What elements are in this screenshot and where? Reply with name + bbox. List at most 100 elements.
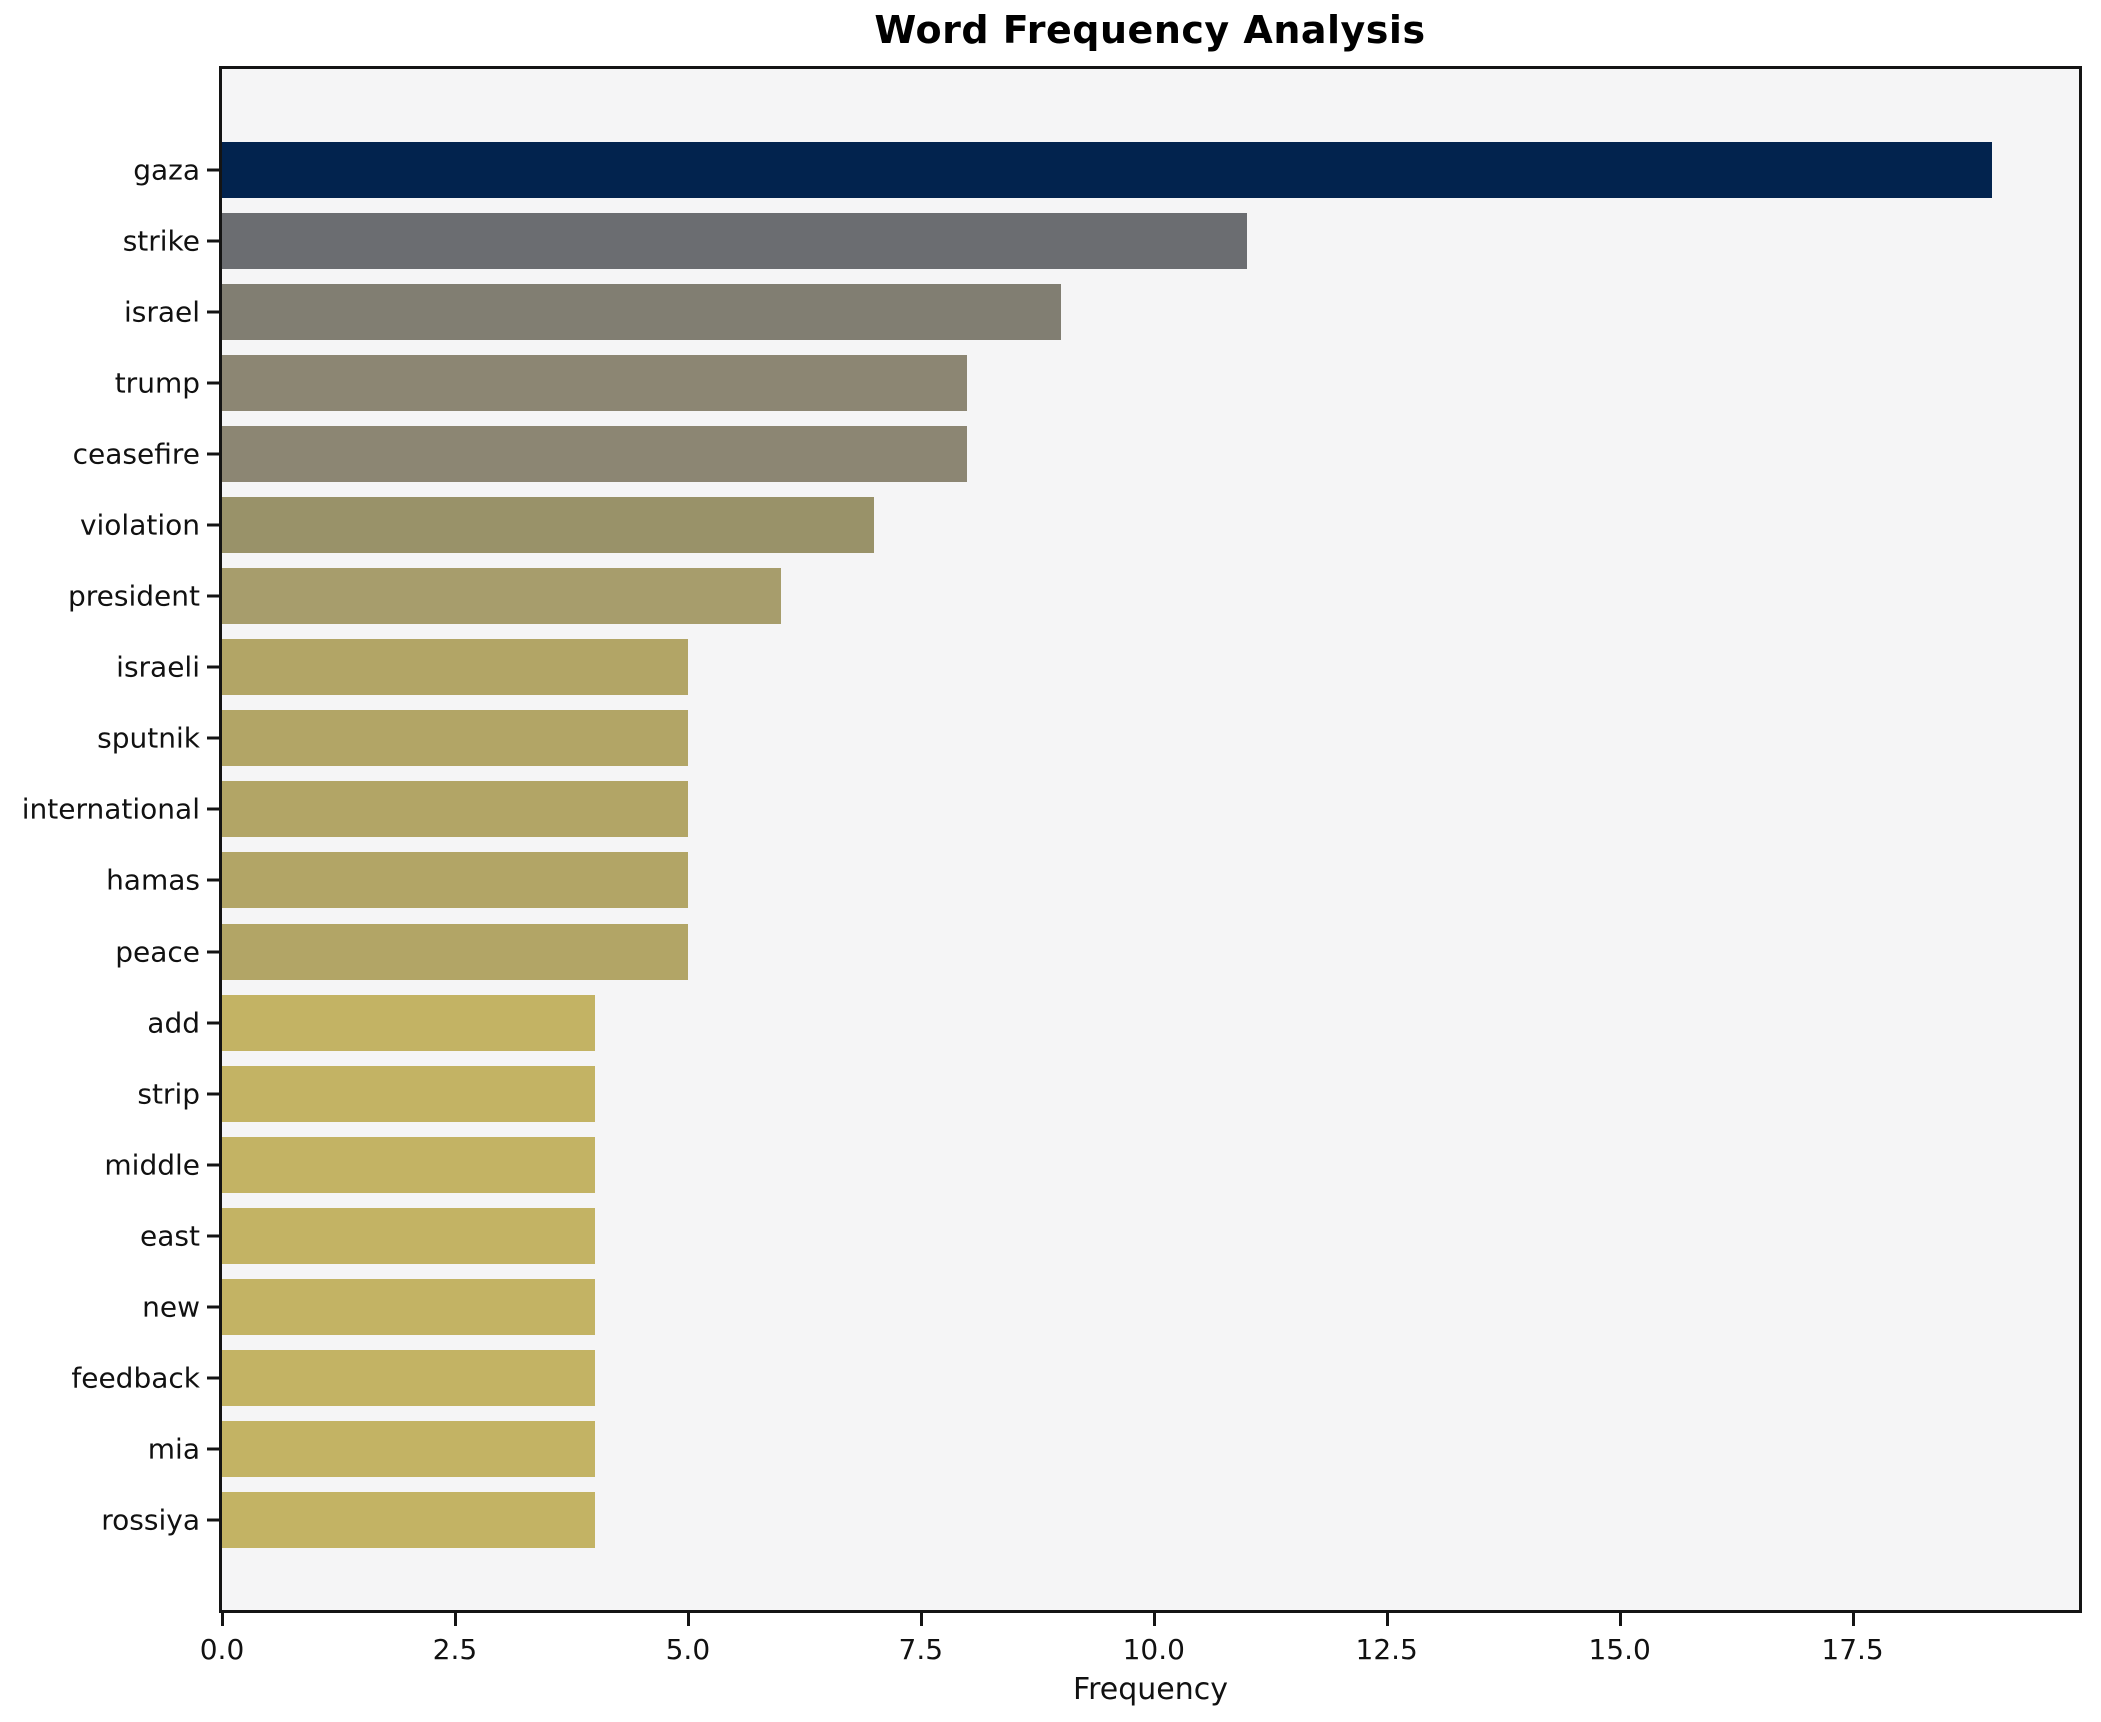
y-tick-label: feedback	[71, 1361, 200, 1395]
bar-new	[222, 1278, 595, 1335]
bar-rossiya	[222, 1491, 595, 1548]
y-tick-mark	[207, 239, 219, 243]
bar-row: new	[142, 1278, 2079, 1335]
y-tick-mark	[207, 1447, 219, 1451]
x-tick-label: 10.0	[1122, 1633, 1185, 1666]
bar-add	[222, 994, 595, 1051]
x-tick-label: 15.0	[1588, 1633, 1651, 1666]
x-tick-label: 0.0	[199, 1633, 245, 1666]
y-tick-label: hamas	[106, 863, 200, 897]
bar-row: middle	[104, 1136, 2079, 1193]
y-tick-mark	[207, 665, 219, 669]
x-tick-label: 7.5	[898, 1633, 944, 1666]
bar-row: strip	[137, 1065, 2079, 1122]
bar-trump	[222, 355, 968, 412]
bar-ceasefire	[222, 426, 968, 483]
bar-president	[222, 568, 782, 625]
x-tick-label: 12.5	[1355, 1633, 1418, 1666]
y-tick-mark	[207, 878, 219, 882]
y-tick-label: new	[142, 1290, 200, 1324]
bar-east	[222, 1207, 595, 1264]
y-tick-label: rossiya	[101, 1503, 200, 1537]
bar-row: israeli	[116, 639, 2079, 696]
y-tick-label: gaza	[133, 153, 200, 187]
y-tick-label: israeli	[116, 650, 200, 684]
y-tick-label: sputnik	[97, 721, 200, 755]
y-tick-mark	[207, 950, 219, 954]
y-tick-label: strike	[122, 224, 200, 258]
y-tick-label: strip	[137, 1077, 200, 1111]
bar-row: strike	[123, 213, 2079, 270]
y-tick-mark	[207, 1376, 219, 1380]
y-tick-mark	[207, 1305, 219, 1309]
bar-row: ceasefire	[73, 426, 2079, 483]
bar-gaza	[222, 142, 1993, 198]
y-tick-mark	[207, 1234, 219, 1238]
bar-row: rossiya	[101, 1491, 2079, 1548]
y-tick-label: middle	[104, 1148, 200, 1182]
y-tick-label: international	[21, 792, 200, 826]
y-tick-mark	[207, 310, 219, 314]
y-tick-mark	[207, 1518, 219, 1522]
bar-israeli	[222, 639, 688, 696]
bar-row: add	[147, 994, 2079, 1051]
y-tick-mark	[207, 1092, 219, 1096]
bar-row: president	[68, 568, 2079, 625]
x-tick-label: 2.5	[432, 1633, 478, 1666]
x-tick-label: 5.0	[665, 1633, 711, 1666]
bar-mia	[222, 1420, 595, 1477]
x-tick-mark	[1618, 1613, 1622, 1626]
y-tick-label: trump	[114, 366, 200, 400]
chart-title: Word Frequency Analysis	[874, 8, 1426, 52]
bar-strip	[222, 1065, 595, 1122]
x-axis: 0.0 2.5 5.0 7.5 10.0 12.5 15.0 17.5	[200, 1613, 2079, 1666]
y-tick-mark	[207, 594, 219, 598]
x-tick-mark	[221, 1613, 224, 1626]
bar-row: mia	[148, 1420, 2079, 1477]
bar-hamas	[222, 852, 688, 909]
y-tick-label: president	[68, 579, 200, 613]
y-tick-label: peace	[115, 935, 200, 969]
y-tick-mark	[207, 381, 219, 385]
x-tick-mark	[1385, 1613, 1389, 1626]
bar-feedback	[222, 1349, 595, 1406]
bar-violation	[222, 497, 875, 554]
bar-row: israel	[124, 284, 2079, 341]
y-tick-mark	[207, 807, 219, 811]
y-tick-label: ceasefire	[72, 437, 200, 471]
y-tick-label: east	[140, 1219, 200, 1253]
bar-row: gaza	[133, 142, 2079, 198]
y-tick-label: violation	[79, 508, 200, 542]
y-tick-mark	[207, 452, 219, 456]
bar-row: peace	[115, 923, 2079, 980]
bar-middle	[222, 1136, 595, 1193]
bar-strike	[222, 213, 1247, 270]
x-tick-mark	[453, 1613, 457, 1626]
bar-sputnik	[222, 710, 688, 767]
y-tick-mark	[207, 1163, 219, 1167]
bar-row: feedback	[71, 1349, 2079, 1406]
y-tick-label: add	[147, 1006, 200, 1040]
bar-peace	[222, 923, 688, 980]
y-tick-mark	[207, 736, 219, 740]
x-tick-mark	[919, 1613, 923, 1626]
bar-row: sputnik	[97, 710, 2079, 767]
bar-row: hamas	[106, 852, 2079, 909]
bar-row: international	[22, 781, 2079, 838]
bar-israel	[222, 284, 1061, 341]
x-tick-mark	[1152, 1613, 1156, 1626]
x-axis-title: Frequency	[1073, 1672, 1228, 1707]
x-tick-mark	[1851, 1613, 1855, 1626]
plot-area: gaza strike israel trump ceasefire violation p…	[22, 66, 2082, 1613]
bars-container: gaza strike israel trump ceasefire violation p…	[22, 69, 2079, 1610]
bar-row: violation	[80, 497, 2079, 554]
bar-row: east	[140, 1207, 2079, 1264]
y-tick-label: mia	[147, 1432, 200, 1466]
x-tick-label: 17.5	[1821, 1633, 1884, 1666]
y-tick-mark	[207, 168, 219, 172]
y-tick-mark	[207, 523, 219, 527]
y-tick-label: israel	[123, 295, 200, 329]
y-tick-mark	[207, 1021, 219, 1025]
bar-international	[222, 781, 688, 838]
